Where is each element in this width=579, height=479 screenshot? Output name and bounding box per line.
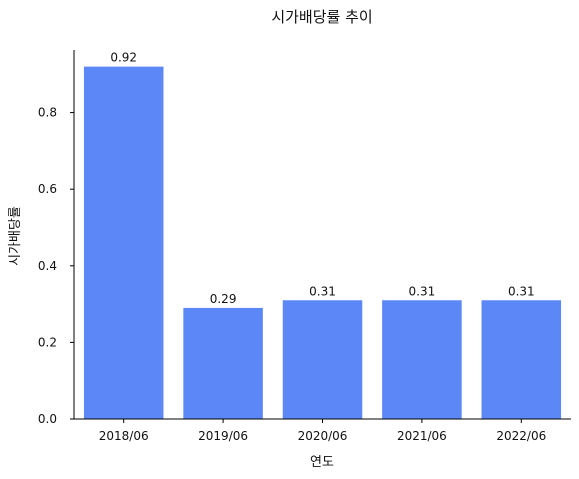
x-tick-label: 2020/06 bbox=[298, 429, 348, 443]
y-tick-label: 0.2 bbox=[38, 335, 57, 349]
y-tick-label: 0.0 bbox=[38, 412, 57, 426]
y-tick-label: 0.6 bbox=[38, 182, 57, 196]
y-tick-label: 0.8 bbox=[38, 106, 57, 120]
bar-2022-06 bbox=[481, 300, 562, 419]
bar-value-label: 0.29 bbox=[210, 292, 237, 306]
bar-2018-06 bbox=[83, 66, 164, 419]
bar-value-label: 0.31 bbox=[409, 284, 436, 298]
x-tick-label: 2019/06 bbox=[198, 429, 248, 443]
y-ticks-group: 0.0 0.2 0.4 0.6 0.8 bbox=[38, 106, 74, 426]
y-tick-label: 0.4 bbox=[38, 259, 57, 273]
x-tick-label: 2021/06 bbox=[397, 429, 447, 443]
x-tick-label: 2022/06 bbox=[496, 429, 546, 443]
y-axis-label: 시가배당률 bbox=[8, 206, 23, 266]
bar-value-label: 0.31 bbox=[309, 284, 336, 298]
bar-value-label: 0.31 bbox=[508, 284, 535, 298]
chart-title: 시가배당률 추이 bbox=[271, 8, 372, 26]
data-labels-group: 0.92 0.29 0.31 0.31 0.31 bbox=[110, 51, 534, 306]
bar-2019-06 bbox=[183, 307, 263, 419]
x-axis-label: 연도 bbox=[310, 455, 334, 470]
bar-value-label: 0.92 bbox=[110, 51, 137, 65]
x-tick-label: 2018/06 bbox=[99, 429, 149, 443]
bar-2021-06 bbox=[382, 300, 462, 419]
x-ticks-group: 2018/06 2019/06 2020/06 2021/06 2022/06 bbox=[99, 419, 546, 443]
bar-2020-06 bbox=[282, 300, 363, 419]
bars-group bbox=[83, 66, 562, 419]
